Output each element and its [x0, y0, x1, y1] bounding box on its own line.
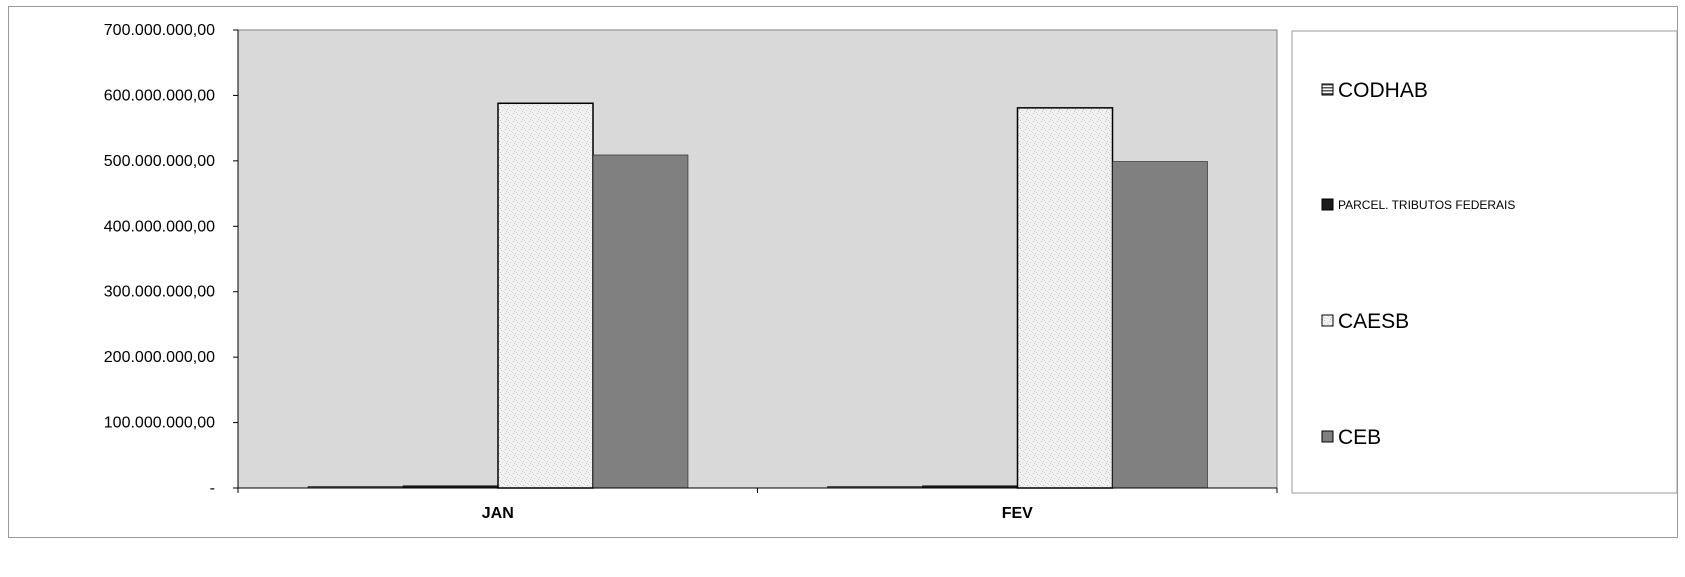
y-tick-label: 100.000.000,00	[104, 415, 215, 432]
y-tick-label: 200.000.000,00	[104, 349, 215, 366]
legend-label: CODHAB	[1338, 79, 1428, 102]
y-tick-label: 500.000.000,00	[104, 153, 215, 170]
legend-label: PARCEL. TRIBUTOS FEDERAIS	[1338, 198, 1515, 212]
legend-label: CAESB	[1338, 310, 1409, 333]
y-tick-label: 300.000.000,00	[104, 284, 215, 301]
bar-ceb-jan	[592, 154, 689, 489]
legend-swatch	[1321, 83, 1334, 96]
axes-group: - 100.000.000,00 200.000.000,00 300.000.000…	[104, 22, 1278, 522]
bar-caesb-fev	[1016, 107, 1114, 489]
y-tick-label: 700.000.000,00	[104, 22, 215, 39]
legend-swatch	[1321, 198, 1334, 211]
x-category-label: JAN	[482, 505, 514, 522]
legend-box	[1291, 30, 1678, 494]
y-tick-label: 400.000.000,00	[104, 218, 215, 235]
bar-ceb-fev	[1112, 161, 1208, 489]
x-category-label: FEV	[1002, 505, 1033, 522]
legend: CODHAB PARCEL. TRIBUTOS FEDERAIS CAESB CEB	[1291, 30, 1678, 494]
y-tick-label: -	[210, 480, 215, 497]
legend-swatch	[1321, 430, 1334, 443]
bar-caesb-jan	[497, 102, 594, 489]
legend-swatch	[1321, 314, 1334, 327]
bars-group	[307, 102, 1208, 489]
legend-label: CEB	[1338, 426, 1381, 449]
y-tick-label: 600.000.000,00	[104, 87, 215, 104]
